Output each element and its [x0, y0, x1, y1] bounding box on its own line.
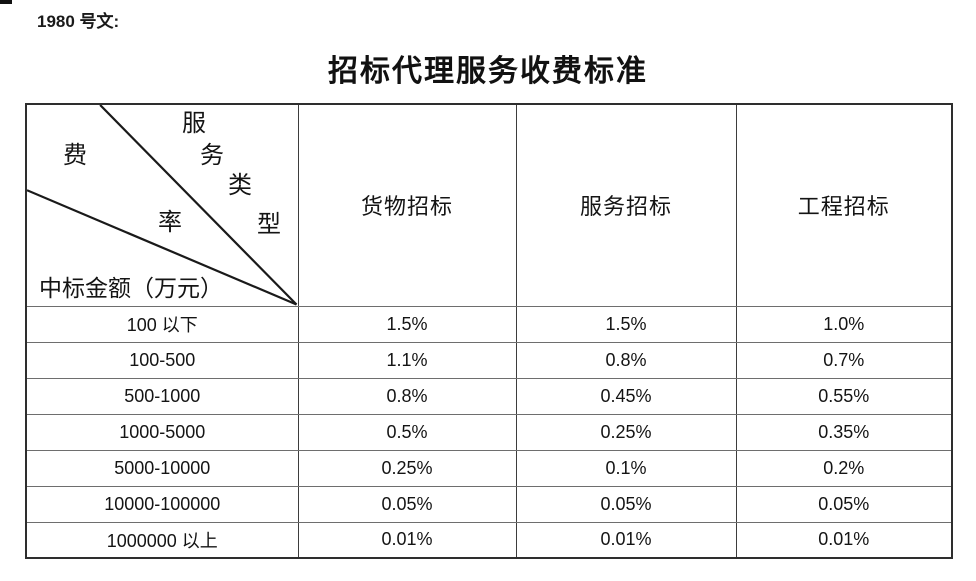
rate-cell-works: 0.7%	[735, 341, 953, 379]
rate-cell-works: 0.35%	[735, 413, 953, 451]
screenshot-edge-artifact	[0, 0, 12, 4]
rate-cell-goods: 0.8%	[297, 377, 517, 415]
corner-type-char-3: 类	[228, 173, 252, 199]
rate-cell-goods: 0.05%	[297, 485, 517, 523]
diagonal-divider-lines	[27, 105, 297, 305]
corner-type-char-4: 型	[257, 212, 281, 238]
rate-cell-works: 0.01%	[735, 521, 953, 559]
rate-cell-goods: 1.1%	[297, 341, 517, 379]
amount-axis-label: 中标金额（万元）	[39, 276, 223, 301]
amount-range-cell: 1000000 以上	[25, 521, 299, 559]
table-header-row: 服 务 类 型 费 率 中标金额（万元） 货物招标 服务招标 工程招标	[25, 103, 953, 307]
rate-cell-goods: 0.01%	[297, 521, 517, 559]
rate-cell-services: 0.25%	[515, 413, 737, 451]
rate-cell-services: 0.05%	[515, 485, 737, 523]
table-row: 5000-10000 0.25% 0.1% 0.2%	[25, 449, 953, 487]
amount-range-cell: 10000-100000	[25, 485, 299, 523]
corner-rate-char-1: 费	[63, 143, 87, 169]
rate-cell-works: 0.55%	[735, 377, 953, 415]
page-title: 招标代理服务收费标准	[328, 55, 648, 88]
column-header-works: 工程招标	[735, 103, 953, 307]
rate-cell-services: 1.5%	[515, 305, 737, 343]
amount-range-cell: 5000-10000	[25, 449, 299, 487]
table-row: 1000000 以上 0.01% 0.01% 0.01%	[25, 521, 953, 559]
column-header-goods: 货物招标	[297, 103, 517, 307]
rate-cell-services: 0.1%	[515, 449, 737, 487]
corner-type-char-2: 务	[200, 143, 224, 169]
corner-rate-char-2: 率	[158, 210, 182, 236]
rate-cell-services: 0.45%	[515, 377, 737, 415]
amount-range-cell: 1000-5000	[25, 413, 299, 451]
rate-cell-works: 0.05%	[735, 485, 953, 523]
table-row: 100-500 1.1% 0.8% 0.7%	[25, 341, 953, 379]
rate-cell-goods: 0.5%	[297, 413, 517, 451]
table-row: 10000-100000 0.05% 0.05% 0.05%	[25, 485, 953, 523]
rate-cell-works: 1.0%	[735, 305, 953, 343]
rate-cell-services: 0.8%	[515, 341, 737, 379]
rate-cell-goods: 1.5%	[297, 305, 517, 343]
diagonal-header-cell: 服 务 类 型 费 率 中标金额（万元）	[25, 103, 299, 307]
rate-cell-works: 0.2%	[735, 449, 953, 487]
rate-cell-services: 0.01%	[515, 521, 737, 559]
corner-type-char-1: 服	[182, 111, 206, 137]
fee-standard-table: 服 务 类 型 费 率 中标金额（万元） 货物招标 服务招标 工程招标 100 …	[25, 103, 953, 559]
amount-range-cell: 100 以下	[25, 305, 299, 343]
rate-cell-goods: 0.25%	[297, 449, 517, 487]
column-header-services: 服务招标	[515, 103, 737, 307]
table-row: 100 以下 1.5% 1.5% 1.0%	[25, 305, 953, 343]
doc-ref: 1980 号文:	[37, 12, 120, 31]
table-row: 1000-5000 0.5% 0.25% 0.35%	[25, 413, 953, 451]
table-row: 500-1000 0.8% 0.45% 0.55%	[25, 377, 953, 415]
amount-range-cell: 100-500	[25, 341, 299, 379]
amount-range-cell: 500-1000	[25, 377, 299, 415]
